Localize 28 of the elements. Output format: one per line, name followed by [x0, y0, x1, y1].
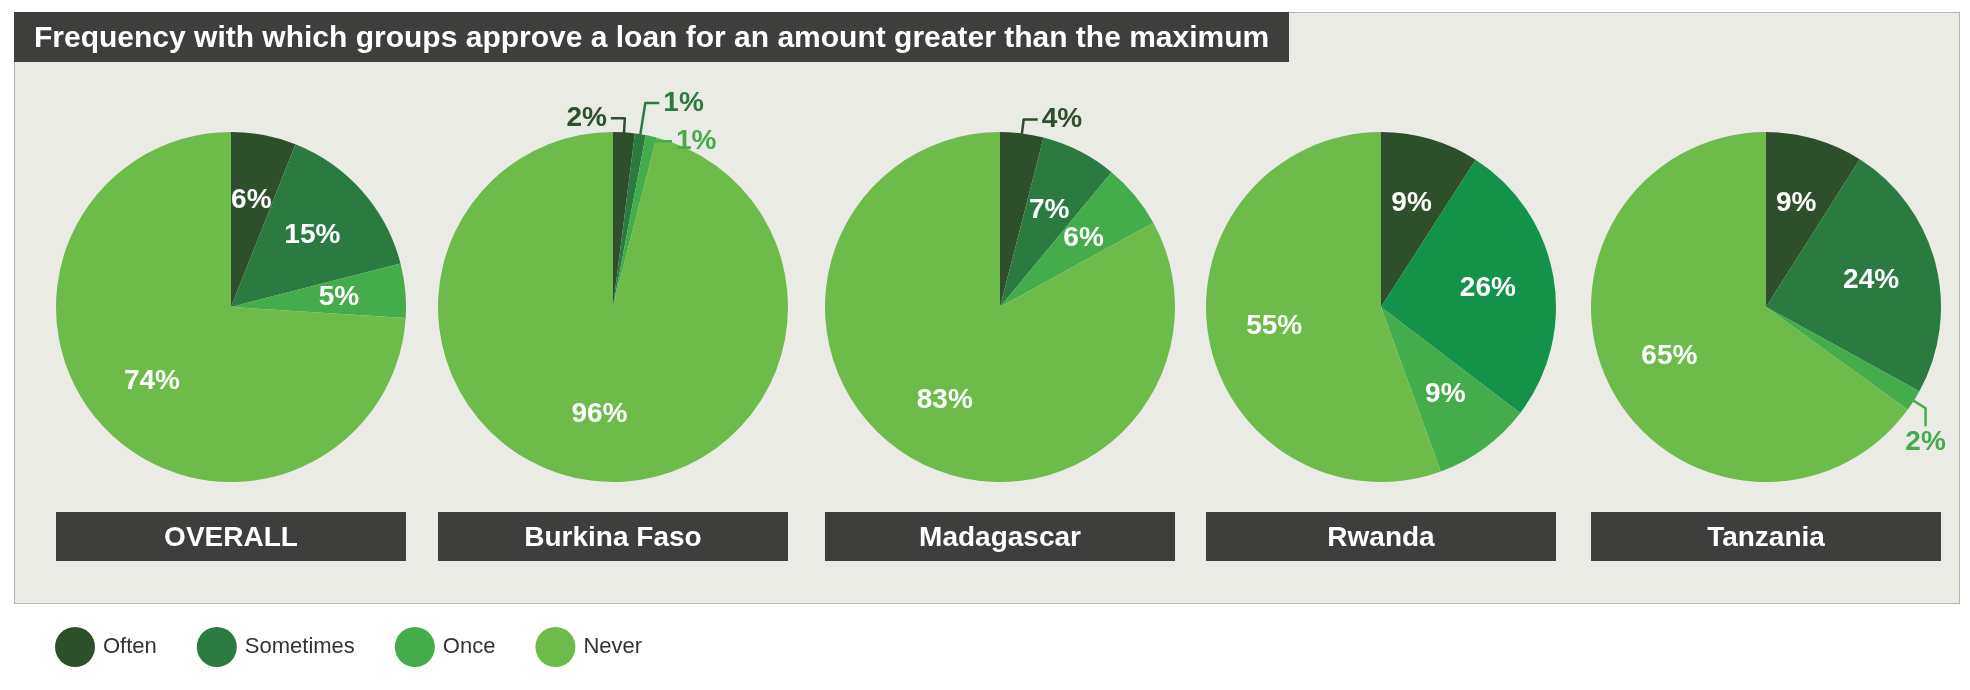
data-label: 2%	[1905, 424, 1946, 456]
data-label: 9%	[1425, 377, 1466, 409]
data-label: 83%	[916, 383, 973, 415]
data-label: 1%	[663, 85, 704, 117]
data-label: 15%	[284, 217, 341, 249]
legend-label: Often	[103, 633, 157, 659]
data-label: 24%	[1843, 262, 1900, 294]
text: Rwanda	[1206, 512, 1556, 561]
data-label: 74%	[123, 363, 181, 395]
data-label: 1%	[676, 124, 717, 156]
text: Burkina Faso	[438, 512, 788, 561]
legend-label: Never	[583, 633, 643, 659]
legend-label: Once	[442, 633, 496, 659]
data-label: 26%	[1459, 270, 1516, 302]
text: OVERALL	[56, 512, 406, 561]
data-label: 4%	[1041, 102, 1083, 134]
data-label: 96%	[571, 397, 628, 429]
chart-title: Frequency with which groups approve a loan for an amount greater than the maximum	[14, 12, 1290, 62]
legend-label: Sometimes	[244, 633, 355, 659]
text: Madagascar	[825, 512, 1175, 561]
data-label: 5%	[318, 279, 360, 311]
data-label: 6%	[231, 183, 272, 215]
data-label: 9%	[1776, 185, 1817, 217]
data-label: 2%	[566, 101, 607, 133]
data-label: 9%	[1391, 185, 1432, 217]
text: Tanzania	[1591, 512, 1941, 561]
data-label: 55%	[1246, 308, 1303, 340]
data-label: 65%	[1641, 338, 1698, 370]
